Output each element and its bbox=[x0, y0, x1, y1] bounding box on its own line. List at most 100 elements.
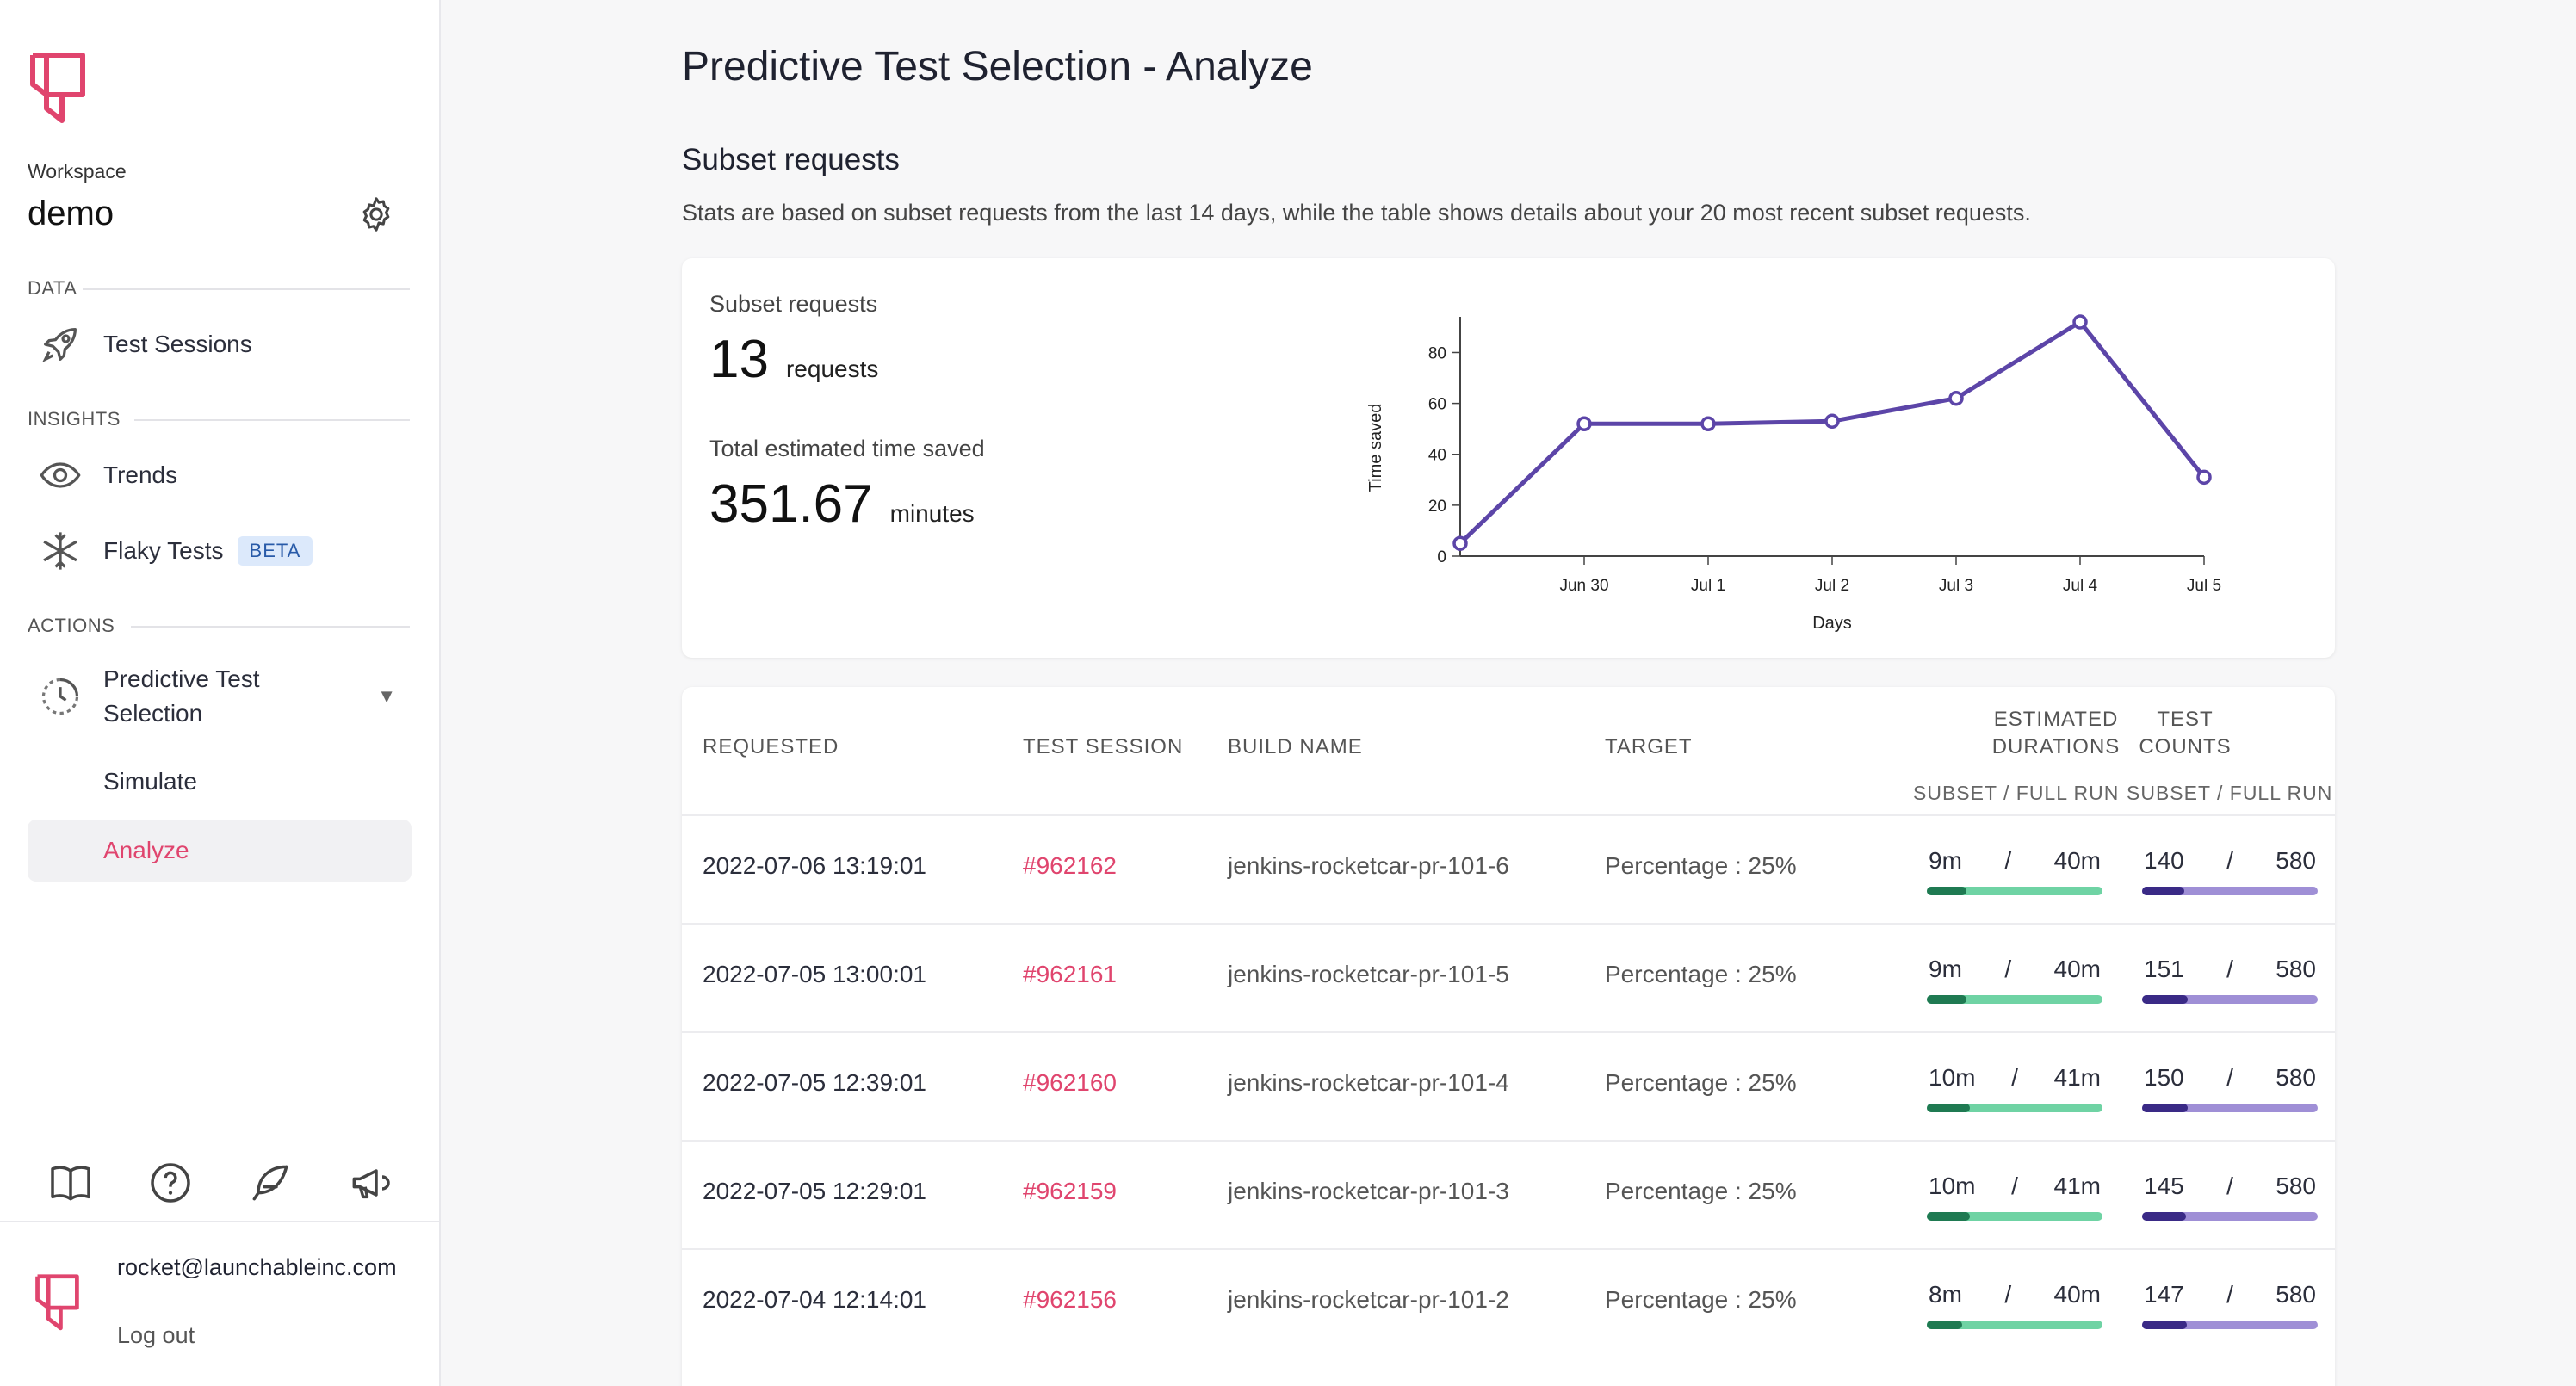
count-bar-track bbox=[2142, 995, 2318, 1004]
duration-subset: 9m bbox=[1929, 956, 1962, 982]
count-subset: 140 bbox=[2144, 847, 2184, 874]
y-axis-label: Time saved bbox=[1366, 404, 1385, 492]
count-bar-track bbox=[2142, 887, 2318, 895]
column-header-test-counts: TEST COUNTS bbox=[2056, 706, 2314, 761]
data-point bbox=[2072, 314, 2088, 330]
slash-separator: / bbox=[2011, 1064, 2018, 1091]
section-label-actions: ACTIONS bbox=[28, 615, 115, 636]
time-saved-label: Total estimated time saved bbox=[709, 436, 985, 461]
subheader-durations: SUBSET / FULL RUN bbox=[1913, 782, 2120, 804]
cell-target: Percentage : 25% bbox=[1605, 961, 1797, 987]
slash-separator: / bbox=[2226, 847, 2233, 874]
eye-icon bbox=[38, 453, 83, 498]
slash-separator: / bbox=[2226, 956, 2233, 982]
cell-build-name: jenkins-rocketcar-pr-101-2 bbox=[1228, 1286, 1509, 1313]
footer-icon-bar bbox=[0, 1159, 441, 1212]
count-bar-track bbox=[2142, 1321, 2318, 1329]
duration-bar-track bbox=[1927, 887, 2102, 895]
nav-item-flaky-tests[interactable]: Flaky Tests BETA bbox=[28, 520, 412, 582]
count-full: 580 bbox=[2276, 847, 2316, 874]
table-row[interactable]: 2022-07-04 12:14:01 #962156 jenkins-rocket… bbox=[682, 1248, 2335, 1357]
duration-full: 40m bbox=[2053, 956, 2101, 982]
test-session-link[interactable]: #962160 bbox=[1023, 1069, 1118, 1096]
workspace-label: Workspace bbox=[28, 160, 127, 183]
data-point bbox=[1824, 413, 1840, 430]
divider bbox=[134, 419, 410, 421]
count-full: 580 bbox=[2276, 1064, 2316, 1091]
nav-item-analyze[interactable]: Analyze bbox=[28, 820, 412, 882]
data-point bbox=[1948, 390, 1964, 406]
slash-separator: / bbox=[2004, 956, 2012, 982]
logout-link[interactable]: Log out bbox=[117, 1322, 195, 1348]
count-bar-fill bbox=[2142, 995, 2189, 1004]
nav-label-predictive-test-selection: Predictive Test Selection bbox=[103, 665, 260, 727]
user-avatar-logo-icon bbox=[35, 1274, 79, 1331]
duration-bar-track bbox=[1927, 995, 2102, 1004]
rocket-icon bbox=[38, 322, 83, 367]
duration-bar-fill bbox=[1927, 887, 1966, 895]
book-icon[interactable] bbox=[46, 1159, 95, 1207]
duration-bar-fill bbox=[1927, 1212, 1970, 1221]
test-session-link[interactable]: #962161 bbox=[1023, 961, 1118, 987]
count-subset: 151 bbox=[2144, 956, 2184, 982]
count-bar: 145 / 580 bbox=[2142, 1173, 2318, 1224]
time-saved-line-chart: 0 20 40 60 80 Jun 30 Jul 1 Jul 2 Jul 3 Jul 4 Jul 5… bbox=[1366, 314, 2221, 633]
duration-subset: 10m bbox=[1929, 1173, 1976, 1199]
cell-build-name: jenkins-rocketcar-pr-101-4 bbox=[1228, 1069, 1509, 1096]
count-bar: 147 / 580 bbox=[2142, 1281, 2318, 1333]
count-subset: 150 bbox=[2144, 1064, 2184, 1091]
sidebar: Workspace demo DATA Test Sessions INSIGH… bbox=[0, 0, 441, 1386]
cell-requested: 2022-07-05 12:39:01 bbox=[703, 1069, 926, 1096]
data-point bbox=[1452, 535, 1468, 551]
count-bar-fill bbox=[2142, 1321, 2187, 1329]
help-icon[interactable] bbox=[146, 1159, 195, 1207]
section-label-insights: INSIGHTS bbox=[28, 408, 121, 430]
time-saved-unit: minutes bbox=[889, 500, 975, 527]
subset-requests-unit: requests bbox=[785, 356, 879, 382]
nav-item-trends[interactable]: Trends bbox=[28, 444, 412, 506]
y-tick-label: 20 bbox=[1428, 498, 1446, 516]
table-row[interactable]: 2022-07-05 12:39:01 #962160 jenkins-rocket… bbox=[682, 1031, 2335, 1140]
divider bbox=[131, 626, 410, 628]
clock-icon bbox=[38, 674, 83, 719]
workspace-name: demo bbox=[28, 195, 115, 232]
time-saved-number: 351.67 bbox=[709, 474, 873, 534]
duration-subset: 10m bbox=[1929, 1064, 1976, 1091]
nav-item-simulate[interactable]: Simulate bbox=[103, 768, 197, 795]
duration-subset: 8m bbox=[1929, 1281, 1962, 1308]
caret-down-icon[interactable]: ▼ bbox=[377, 685, 396, 707]
x-tick-label: Jul 5 bbox=[2187, 577, 2221, 595]
count-bar-fill bbox=[2142, 1212, 2186, 1221]
y-tick-label: 0 bbox=[1437, 548, 1446, 566]
column-header-estimated: ESTIMATED bbox=[1993, 708, 2119, 731]
duration-bar-track bbox=[1927, 1212, 2102, 1221]
count-bar-track bbox=[2142, 1104, 2318, 1112]
test-session-link[interactable]: #962156 bbox=[1023, 1286, 1118, 1313]
section-title: Subset requests bbox=[682, 143, 900, 176]
column-header-requested: REQUESTED bbox=[703, 735, 839, 758]
test-session-link[interactable]: #962159 bbox=[1023, 1178, 1118, 1204]
table-row[interactable]: 2022-07-06 13:19:01 #962162 jenkins-rocket… bbox=[682, 814, 2335, 923]
column-header-durations: DURATIONS bbox=[1991, 735, 2121, 758]
slash-separator: / bbox=[2226, 1173, 2233, 1199]
megaphone-icon[interactable] bbox=[346, 1159, 394, 1207]
x-tick-label: Jul 1 bbox=[1691, 577, 1725, 595]
y-tick-label: 80 bbox=[1428, 344, 1446, 362]
x-tick-label: Jul 3 bbox=[1939, 577, 1973, 595]
count-bar: 140 / 580 bbox=[2142, 847, 2318, 899]
duration-bar: 10m / 41m bbox=[1927, 1173, 2102, 1224]
table-row[interactable]: 2022-07-05 12:29:01 #962159 jenkins-rocket… bbox=[682, 1140, 2335, 1248]
launchable-logo-icon[interactable] bbox=[28, 50, 100, 124]
cell-target: Percentage : 25% bbox=[1605, 852, 1797, 879]
cell-build-name: jenkins-rocketcar-pr-101-3 bbox=[1228, 1178, 1509, 1204]
nav-item-predictive-test-selection[interactable]: Predictive Test Selection ▼ bbox=[28, 659, 412, 733]
nav-item-test-sessions[interactable]: Test Sessions bbox=[28, 313, 412, 375]
table-row[interactable]: 2022-07-05 13:00:01 #962161 jenkins-rocket… bbox=[682, 923, 2335, 1031]
feather-icon[interactable] bbox=[246, 1159, 294, 1207]
gear-icon[interactable] bbox=[356, 195, 396, 234]
duration-full: 41m bbox=[2053, 1173, 2101, 1199]
cell-requested: 2022-07-05 13:00:01 bbox=[703, 961, 926, 987]
x-tick-label: Jul 4 bbox=[2063, 577, 2098, 595]
test-session-link[interactable]: #962162 bbox=[1023, 852, 1118, 879]
column-header-build-name: BUILD NAME bbox=[1228, 735, 1363, 758]
